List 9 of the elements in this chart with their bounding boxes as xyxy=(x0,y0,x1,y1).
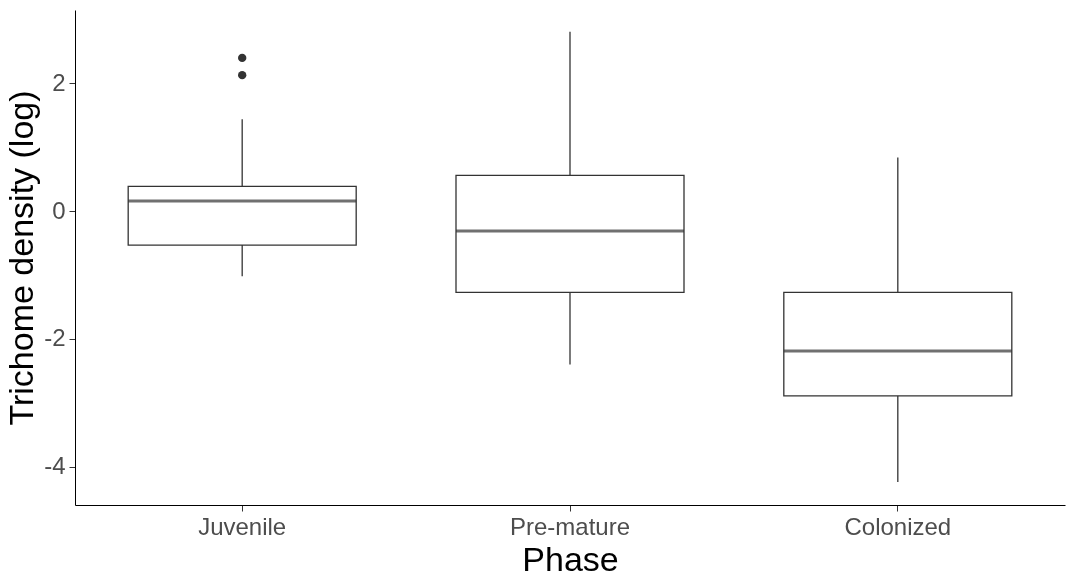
y-tick-label: 0 xyxy=(52,196,66,224)
y-tick-label: -2 xyxy=(44,324,66,352)
x-tick-label: Juvenile xyxy=(198,512,287,540)
y-tick-label: -4 xyxy=(44,452,66,480)
x-axis-title: Phase xyxy=(522,539,619,578)
y-axis-title: Trichome density (log) xyxy=(2,90,41,426)
y-tick-label: 2 xyxy=(52,68,66,96)
x-tick-label: Pre-mature xyxy=(509,512,631,540)
x-tick-label: Colonized xyxy=(844,512,952,540)
